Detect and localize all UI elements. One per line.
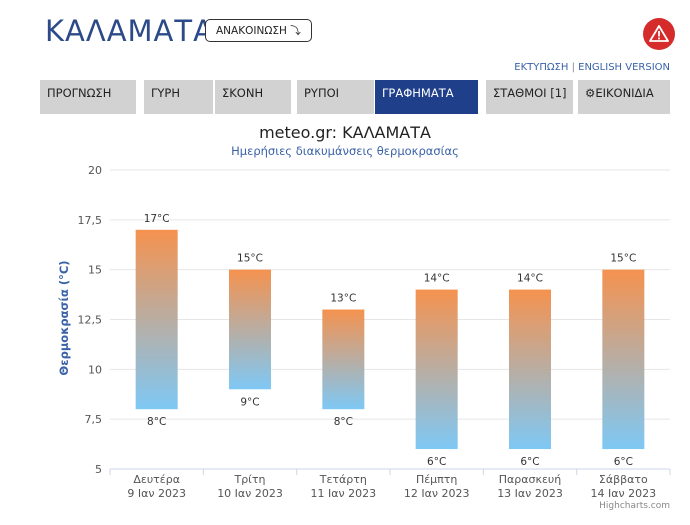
tab-label: ΕΙΚΟΝΙΔΙΑ bbox=[595, 86, 654, 100]
max-temp-label: 17°C bbox=[144, 213, 170, 225]
max-temp-label: 14°C bbox=[517, 273, 543, 285]
x-tick-date: 10 Ιαν 2023 bbox=[217, 487, 283, 500]
min-temp-label: 8°C bbox=[147, 416, 166, 428]
y-tick-label: 17,5 bbox=[78, 214, 103, 227]
y-tick-label: 10 bbox=[88, 363, 102, 376]
max-temp-label: 15°C bbox=[610, 253, 636, 265]
x-tick-day: Παρασκευή bbox=[499, 473, 562, 486]
english-version-link[interactable]: ENGLISH VERSION bbox=[578, 62, 670, 73]
warning-icon[interactable] bbox=[643, 18, 675, 50]
max-temp-label: 14°C bbox=[424, 273, 450, 285]
print-link[interactable]: ΕΚΤΥΠΩΣΗ bbox=[514, 62, 569, 73]
x-tick-date: 13 Ιαν 2023 bbox=[497, 487, 563, 500]
x-tick-date: 11 Ιαν 2023 bbox=[311, 487, 377, 500]
top-links: ΕΚΤΥΠΩΣΗ | ENGLISH VERSION bbox=[514, 62, 670, 73]
tab-charts[interactable]: ΓΡΑΦΗΜΑΤΑ bbox=[375, 80, 478, 114]
announcement-button[interactable]: ΑΝΑΚΟΙΝΩΣΗ ⤵ bbox=[205, 19, 312, 42]
chart-credit[interactable]: Highcharts.com bbox=[599, 501, 670, 511]
y-tick-label: 7,5 bbox=[85, 413, 103, 426]
tab-label: ΓΥΡΗ bbox=[151, 86, 181, 100]
tab-forecast[interactable]: ΠΡΟΓΝΩΣΗ bbox=[40, 80, 136, 114]
x-tick-day: Πέμπτη bbox=[416, 473, 457, 486]
max-temp-label: 13°C bbox=[330, 293, 356, 305]
x-tick-day: Τετάρτη bbox=[319, 473, 367, 486]
max-temp-label: 15°C bbox=[237, 253, 263, 265]
gear-icon: ⚙ bbox=[585, 86, 596, 100]
y-tick-label: 12,5 bbox=[78, 314, 103, 327]
tab-stations[interactable]: ΣΤΑΘΜΟΙ [1] bbox=[486, 80, 573, 114]
min-temp-label: 9°C bbox=[240, 396, 259, 408]
temperature-range-bar bbox=[415, 289, 458, 450]
tab-label: ΠΡΟΓΝΩΣΗ bbox=[47, 86, 112, 100]
y-axis-title: Θερμοκρασία (°C) bbox=[57, 260, 71, 375]
page-title: ΚΑΛΑΜΑΤΑ bbox=[45, 14, 214, 48]
tab-label: ΓΡΑΦΗΜΑΤΑ bbox=[382, 86, 454, 100]
min-temp-label: 6°C bbox=[520, 456, 539, 468]
x-tick-date: 12 Ιαν 2023 bbox=[404, 487, 470, 500]
x-tick-date: 14 Ιαν 2023 bbox=[591, 487, 657, 500]
x-tick-date: 9 Ιαν 2023 bbox=[127, 487, 186, 500]
temperature-range-bar bbox=[322, 309, 365, 410]
links-separator: | bbox=[571, 62, 575, 73]
min-temp-label: 8°C bbox=[334, 416, 353, 428]
tab-label: ΣΤΑΘΜΟΙ [1] bbox=[493, 86, 567, 100]
chart-subtitle: Ημερήσιες διακυμάνσεις θερμοκρασίας bbox=[231, 144, 459, 158]
chart-title: meteo.gr: ΚΑΛΑΜΑΤΑ bbox=[259, 123, 431, 142]
temperature-range-bar bbox=[135, 229, 178, 410]
x-tick-day: Δευτέρα bbox=[133, 473, 180, 486]
temperature-range-bar bbox=[602, 269, 645, 450]
temperature-range-bar bbox=[509, 289, 551, 450]
tab-pollen[interactable]: ΓΥΡΗ bbox=[144, 80, 213, 114]
y-tick-label: 15 bbox=[88, 264, 102, 277]
tab-label: ΡΥΠΟΙ bbox=[304, 86, 340, 100]
y-tick-label: 20 bbox=[88, 164, 102, 177]
min-temp-label: 6°C bbox=[427, 456, 446, 468]
tab-label: ΣΚΟΝΗ bbox=[222, 86, 264, 100]
tab-dust[interactable]: ΣΚΟΝΗ bbox=[215, 80, 291, 114]
tab-widgets[interactable]: ⚙ΕΙΚΟΝΙΔΙΑ bbox=[578, 80, 670, 114]
min-temp-label: 6°C bbox=[614, 456, 633, 468]
x-tick-day: Τρίτη bbox=[233, 473, 265, 486]
tab-pollutants[interactable]: ΡΥΠΟΙ bbox=[297, 80, 374, 114]
y-tick-label: 5 bbox=[95, 463, 102, 476]
temperature-range-bar bbox=[229, 269, 271, 390]
x-tick-day: Σάββατο bbox=[599, 473, 648, 486]
